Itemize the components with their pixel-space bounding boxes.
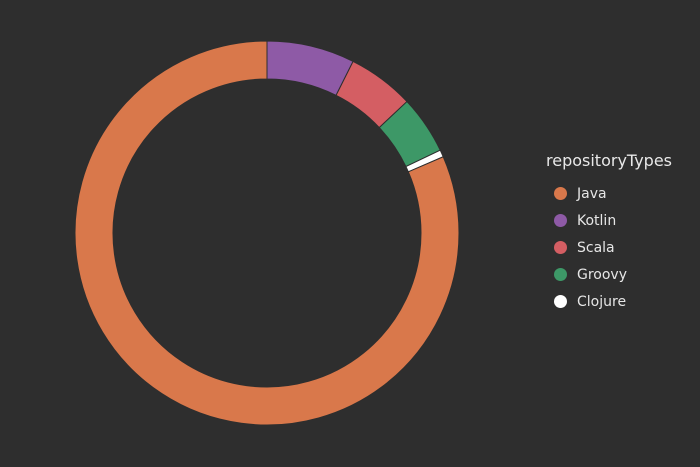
legend-label-clojure: Clojure <box>577 293 627 310</box>
legend-item-scala[interactable]: Scala <box>546 234 672 261</box>
legend-label-kotlin: Kotlin <box>577 212 617 229</box>
legend-label-groovy: Groovy <box>577 266 627 283</box>
legend-label-java: Java <box>577 185 607 202</box>
legend-label-scala: Scala <box>577 239 615 256</box>
legend-swatch-scala <box>554 241 567 254</box>
slice-java[interactable] <box>74 40 460 426</box>
donut-chart-svg <box>74 40 460 426</box>
legend-item-java[interactable]: Java <box>546 180 672 207</box>
donut-chart <box>74 40 460 426</box>
legend-item-groovy[interactable]: Groovy <box>546 261 672 288</box>
legend-swatch-kotlin <box>554 214 567 227</box>
legend-items: Java Kotlin Scala Groovy Clojure <box>546 180 672 315</box>
legend-item-clojure[interactable]: Clojure <box>546 288 672 315</box>
chart-legend: repositoryTypes Java Kotlin Scala Groovy Clo… <box>546 148 672 315</box>
donut-slices <box>74 40 460 426</box>
legend-item-kotlin[interactable]: Kotlin <box>546 207 672 234</box>
legend-swatch-groovy <box>554 268 567 281</box>
legend-title: repositoryTypes <box>546 151 672 170</box>
legend-swatch-clojure <box>554 295 567 308</box>
legend-swatch-java <box>554 187 567 200</box>
